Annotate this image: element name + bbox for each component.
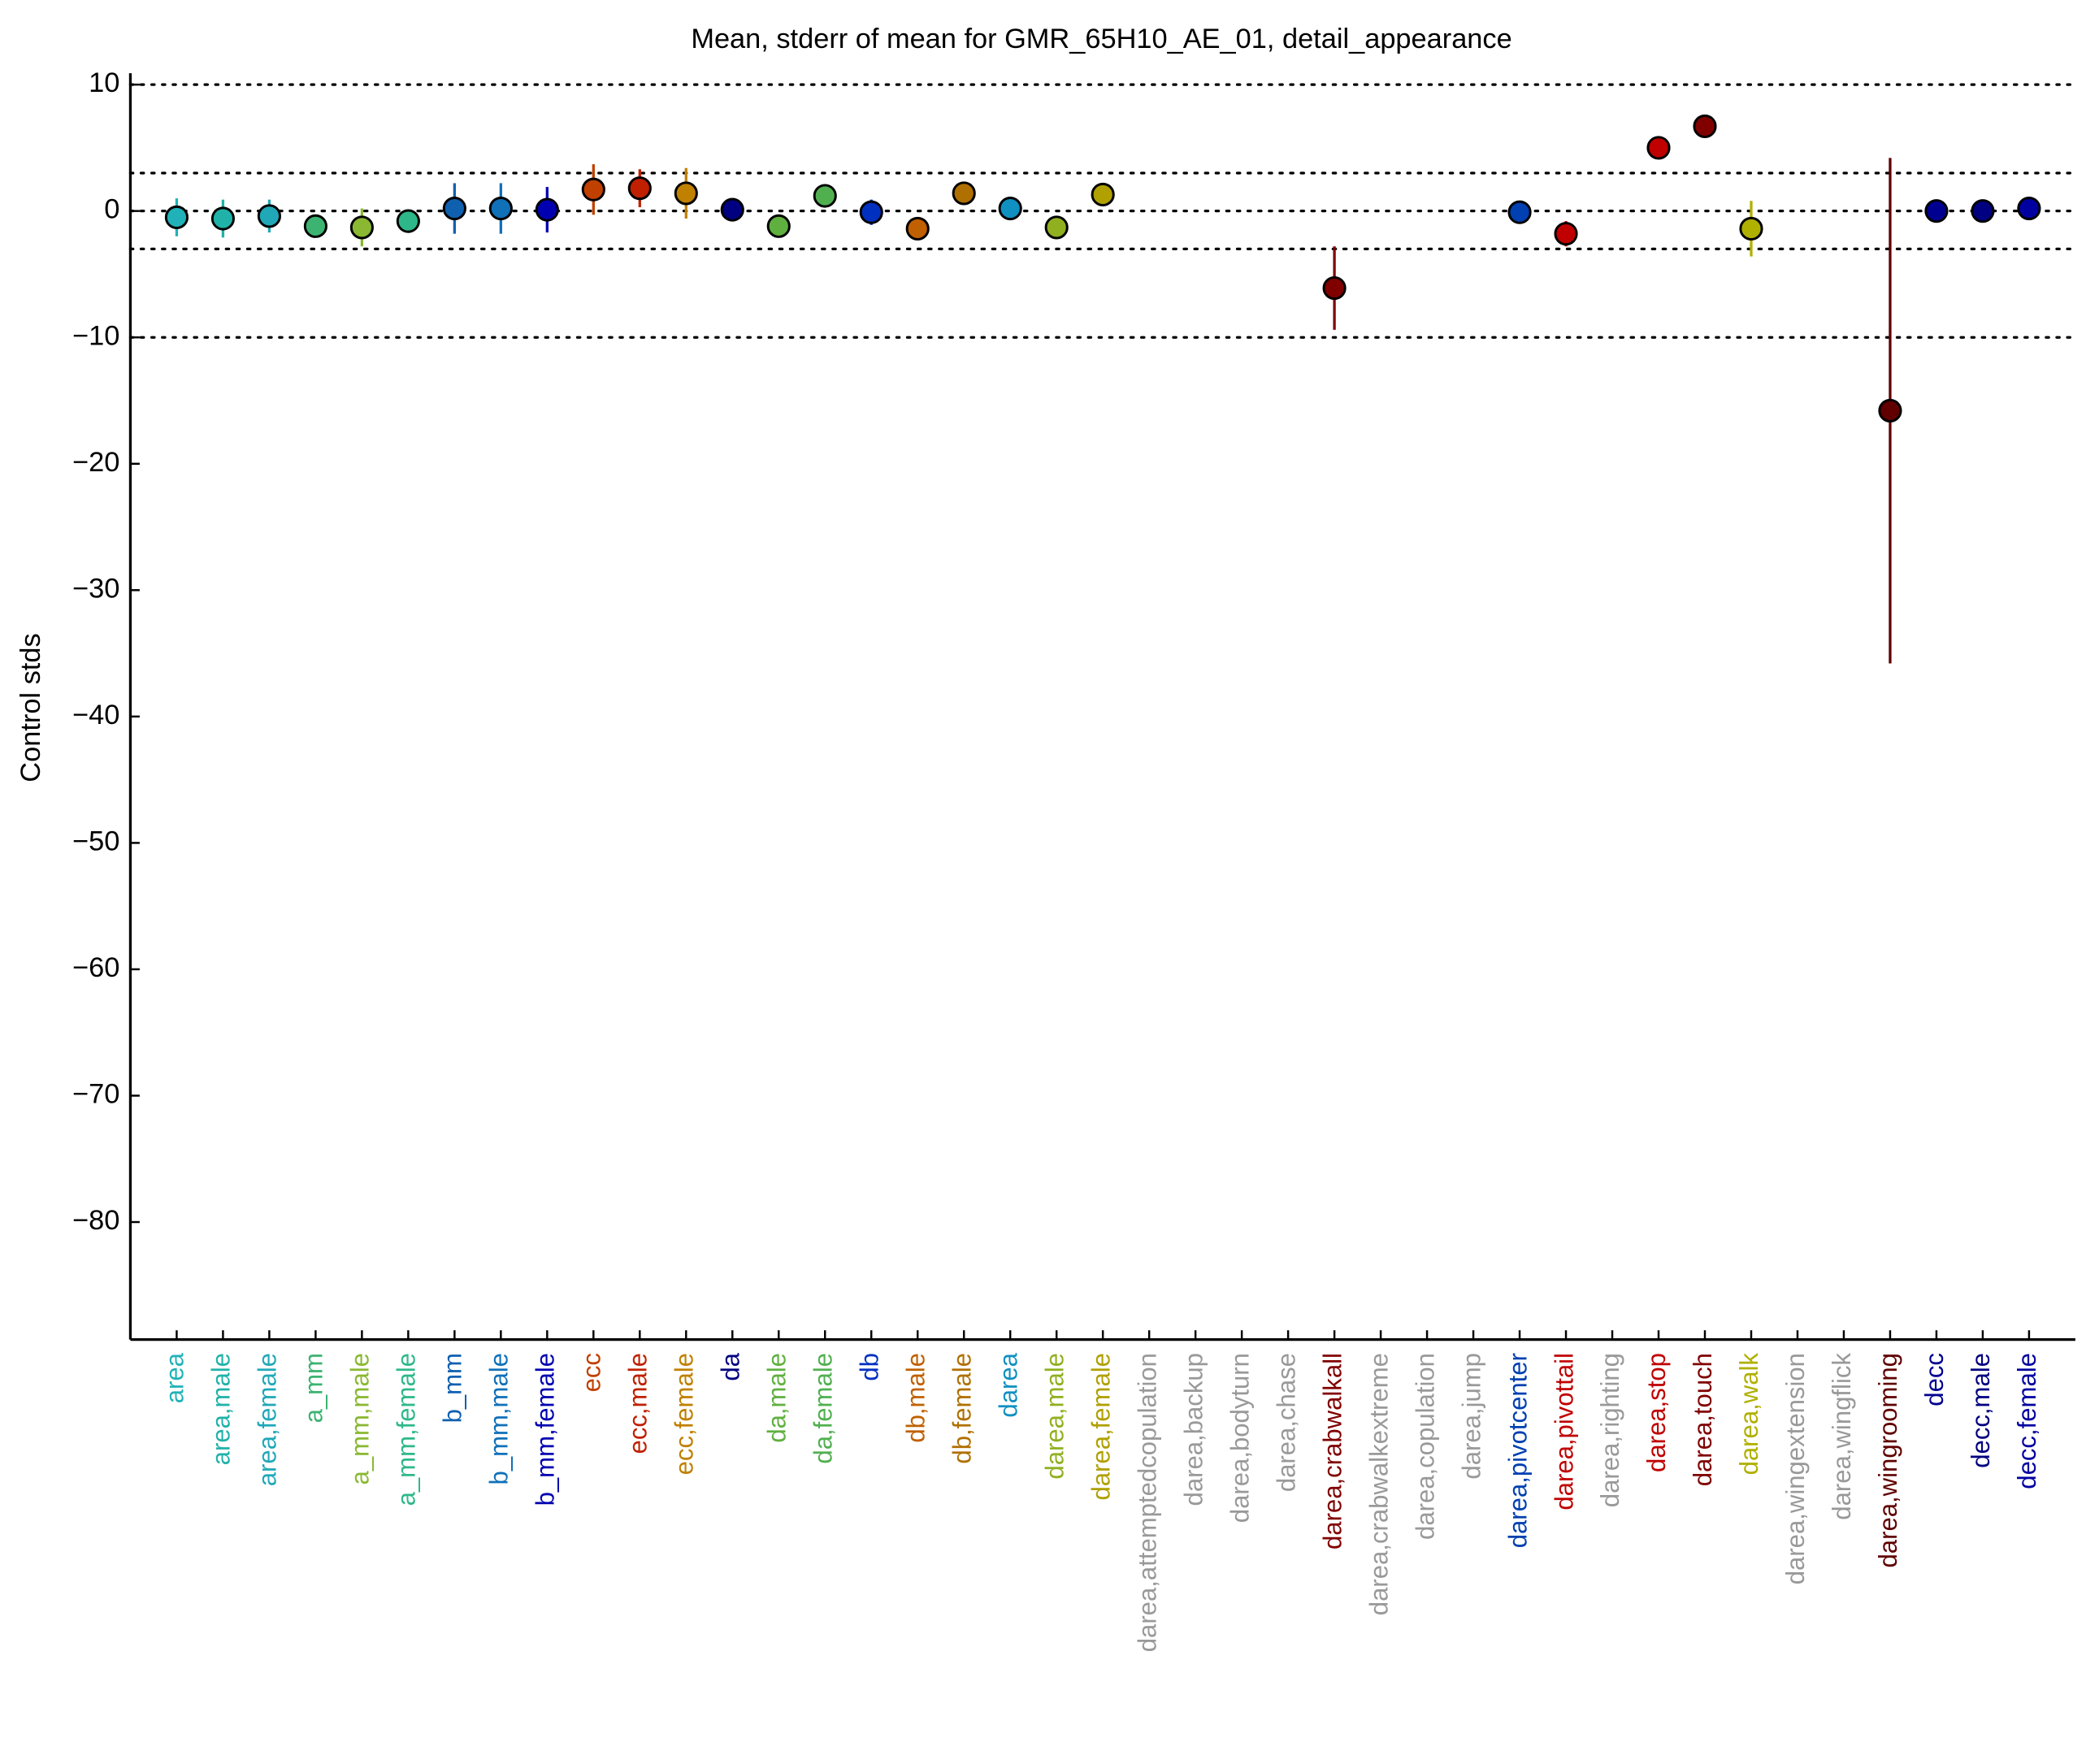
- mean-marker: [1924, 199, 1949, 223]
- mean-marker: [1971, 199, 1995, 223]
- x-tick-label: db: [855, 1353, 883, 1381]
- chart-title: Mean, stderr of mean for GMR_65H10_AE_01…: [691, 24, 1511, 54]
- mean-marker: [535, 197, 559, 222]
- x-tick-label: darea,chase: [1272, 1353, 1300, 1492]
- x-tick-label: darea,backup: [1179, 1353, 1208, 1506]
- mean-marker: [720, 197, 744, 222]
- y-tick-label: −70: [72, 1079, 119, 1110]
- x-tick-label: b_mm,male: [485, 1353, 514, 1484]
- x-tick-label: darea,walk: [1735, 1353, 1763, 1476]
- x-tick-label: darea,pivottail: [1550, 1353, 1578, 1510]
- mean-marker: [674, 181, 698, 206]
- mean-marker: [1693, 114, 1717, 139]
- y-tick-label: −50: [72, 826, 119, 856]
- x-tick-label: area: [161, 1352, 189, 1403]
- mean-marker: [627, 176, 652, 201]
- mean-marker: [1322, 275, 1347, 301]
- mean-marker: [1507, 200, 1532, 224]
- y-tick-label: −80: [72, 1205, 119, 1236]
- mean-marker: [303, 214, 327, 238]
- mean-marker: [952, 181, 976, 206]
- x-tick-label: a_mm: [300, 1353, 328, 1423]
- mean-marker: [1091, 182, 1115, 207]
- x-tick-label: darea,stop: [1642, 1353, 1671, 1472]
- x-tick-label: da,male: [762, 1353, 791, 1443]
- mean-marker: [998, 196, 1022, 221]
- x-tick-label: darea,wingflick: [1828, 1353, 1856, 1520]
- mean-marker: [396, 209, 420, 233]
- x-tick-label: darea,attemptedcopulation: [1133, 1353, 1161, 1652]
- x-tick-label: area,female: [254, 1353, 282, 1486]
- y-tick-label: −10: [72, 320, 119, 351]
- mean-marker: [1554, 222, 1578, 246]
- x-tick-label: darea,jump: [1457, 1353, 1485, 1480]
- mean-marker: [164, 205, 189, 230]
- mean-marker: [1646, 136, 1671, 160]
- mean-marker: [1044, 215, 1069, 240]
- y-tick-label: −30: [72, 573, 119, 604]
- mean-marker: [1739, 216, 1763, 241]
- x-tick-label: darea,righting: [1596, 1353, 1624, 1507]
- mean-marker: [766, 214, 791, 238]
- x-tick-label: b_mm,female: [531, 1353, 560, 1506]
- y-tick-label: 0: [104, 194, 119, 225]
- mean-marker: [581, 177, 605, 202]
- x-tick-label: darea,copulation: [1411, 1353, 1439, 1540]
- x-tick-label: b_mm: [439, 1353, 467, 1423]
- mean-marker: [905, 216, 930, 241]
- x-tick-label: area,male: [207, 1353, 236, 1465]
- x-tick-label: darea,crabwalkall: [1318, 1353, 1347, 1549]
- x-tick-label: da: [716, 1352, 744, 1380]
- x-tick-label: decc,male: [1967, 1353, 1995, 1468]
- x-tick-label: ecc,female: [670, 1353, 699, 1475]
- mean-marker: [210, 206, 235, 231]
- x-tick-label: decc,female: [2013, 1353, 2041, 1489]
- mean-marker: [2017, 196, 2041, 221]
- mean-marker: [1878, 398, 1902, 423]
- x-tick-label: db,male: [901, 1353, 930, 1443]
- x-tick-label: a_mm,male: [346, 1353, 375, 1484]
- x-tick-label: db,female: [948, 1353, 976, 1464]
- x-tick-label: darea,wingrooming: [1874, 1353, 1902, 1567]
- x-tick-label: darea,bodyturn: [1225, 1353, 1254, 1523]
- y-tick-label: −20: [72, 447, 119, 478]
- mean-marker: [859, 200, 883, 224]
- mean-marker: [257, 204, 281, 228]
- y-axis-label: Control stds: [15, 633, 46, 782]
- x-tick-label: darea: [994, 1352, 1022, 1417]
- x-tick-label: darea,wingextension: [1781, 1353, 1810, 1584]
- mean-marker: [442, 196, 466, 221]
- y-tick-label: 10: [89, 67, 119, 98]
- x-tick-label: da,female: [809, 1353, 837, 1464]
- x-tick-label: decc: [1920, 1353, 1949, 1406]
- x-tick-label: darea,female: [1086, 1353, 1115, 1501]
- mean-marker: [349, 215, 374, 240]
- x-tick-label: darea,crabwalkextreme: [1364, 1353, 1393, 1615]
- x-tick-label: ecc,male: [624, 1353, 653, 1454]
- y-tick-label: −40: [72, 700, 119, 730]
- x-tick-label: a_mm,female: [392, 1353, 421, 1506]
- x-tick-label: darea,male: [1040, 1353, 1069, 1480]
- mean-marker: [488, 196, 513, 221]
- y-tick-label: −60: [72, 952, 119, 983]
- mean-marker: [813, 184, 837, 208]
- x-tick-label: darea,pivotcenter: [1503, 1353, 1532, 1548]
- x-tick-label: darea,touch: [1689, 1353, 1717, 1486]
- x-tick-label: ecc: [578, 1353, 606, 1392]
